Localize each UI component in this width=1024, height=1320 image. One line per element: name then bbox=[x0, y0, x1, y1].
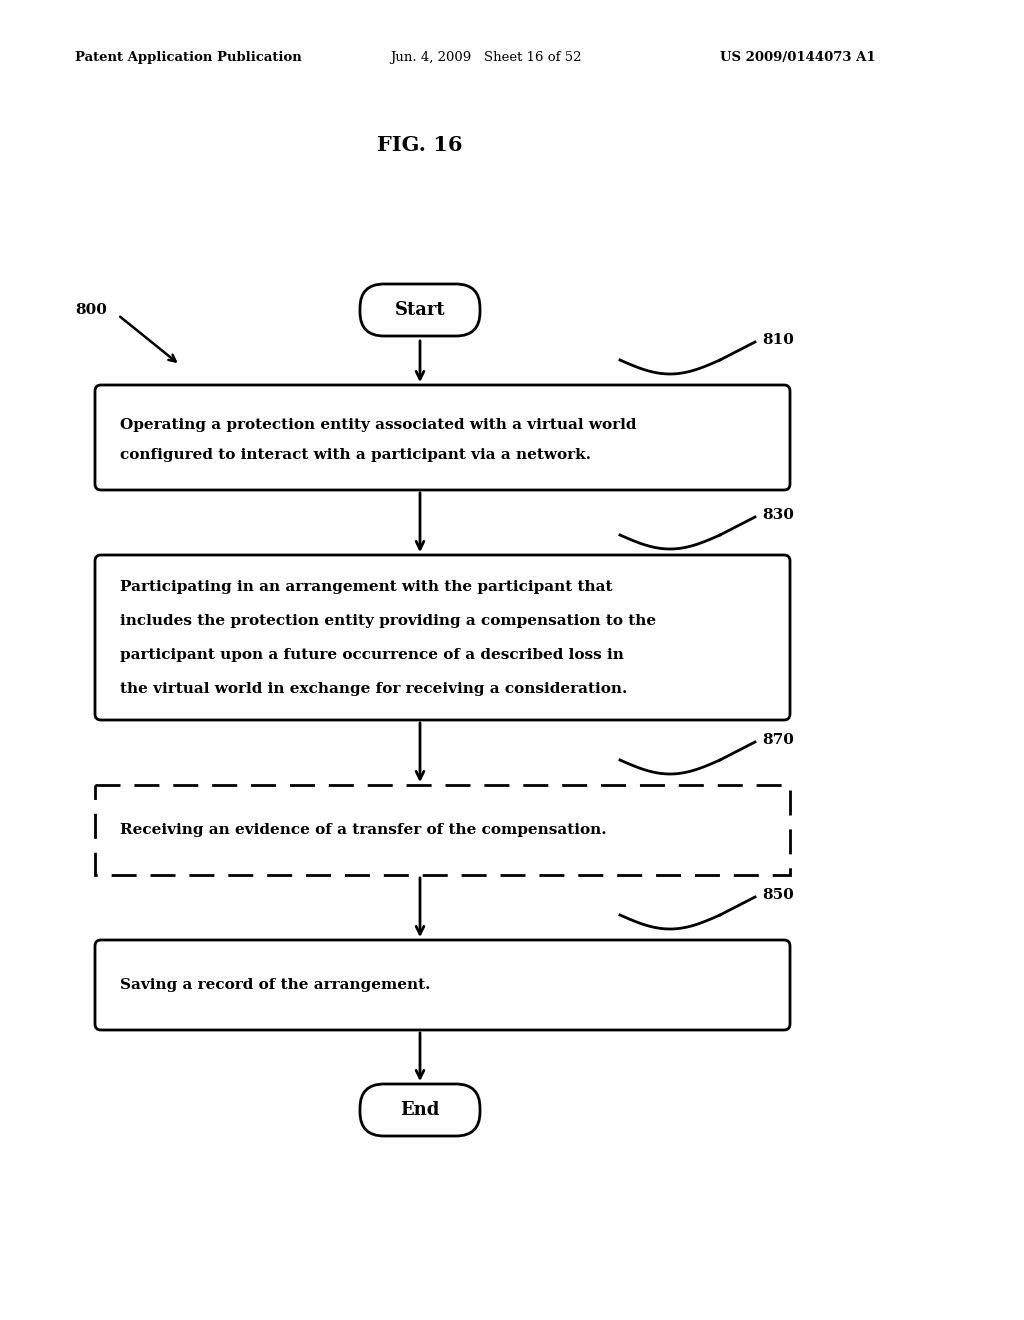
FancyBboxPatch shape bbox=[95, 785, 790, 875]
Text: US 2009/0144073 A1: US 2009/0144073 A1 bbox=[720, 51, 876, 65]
FancyBboxPatch shape bbox=[360, 1084, 480, 1137]
Text: Patent Application Publication: Patent Application Publication bbox=[75, 51, 302, 65]
Text: End: End bbox=[400, 1101, 439, 1119]
Text: Receiving an evidence of a transfer of the compensation.: Receiving an evidence of a transfer of t… bbox=[120, 822, 606, 837]
FancyBboxPatch shape bbox=[95, 554, 790, 719]
FancyBboxPatch shape bbox=[95, 940, 790, 1030]
Text: 800: 800 bbox=[75, 304, 106, 317]
Text: 850: 850 bbox=[762, 888, 794, 902]
Text: FIG. 16: FIG. 16 bbox=[377, 135, 463, 154]
Text: includes the protection entity providing a compensation to the: includes the protection entity providing… bbox=[120, 614, 656, 627]
Text: configured to interact with a participant via a network.: configured to interact with a participan… bbox=[120, 449, 591, 462]
Text: participant upon a future occurrence of a described loss in: participant upon a future occurrence of … bbox=[120, 648, 624, 661]
Text: Saving a record of the arrangement.: Saving a record of the arrangement. bbox=[120, 978, 430, 993]
Text: 810: 810 bbox=[762, 333, 794, 347]
FancyBboxPatch shape bbox=[360, 284, 480, 337]
Text: Participating in an arrangement with the participant that: Participating in an arrangement with the… bbox=[120, 579, 612, 594]
Text: 830: 830 bbox=[762, 508, 794, 521]
Text: 870: 870 bbox=[762, 733, 794, 747]
Text: the virtual world in exchange for receiving a consideration.: the virtual world in exchange for receiv… bbox=[120, 681, 628, 696]
FancyBboxPatch shape bbox=[95, 385, 790, 490]
Text: Operating a protection entity associated with a virtual world: Operating a protection entity associated… bbox=[120, 418, 637, 433]
Text: Jun. 4, 2009   Sheet 16 of 52: Jun. 4, 2009 Sheet 16 of 52 bbox=[390, 51, 582, 65]
Text: Start: Start bbox=[394, 301, 445, 319]
